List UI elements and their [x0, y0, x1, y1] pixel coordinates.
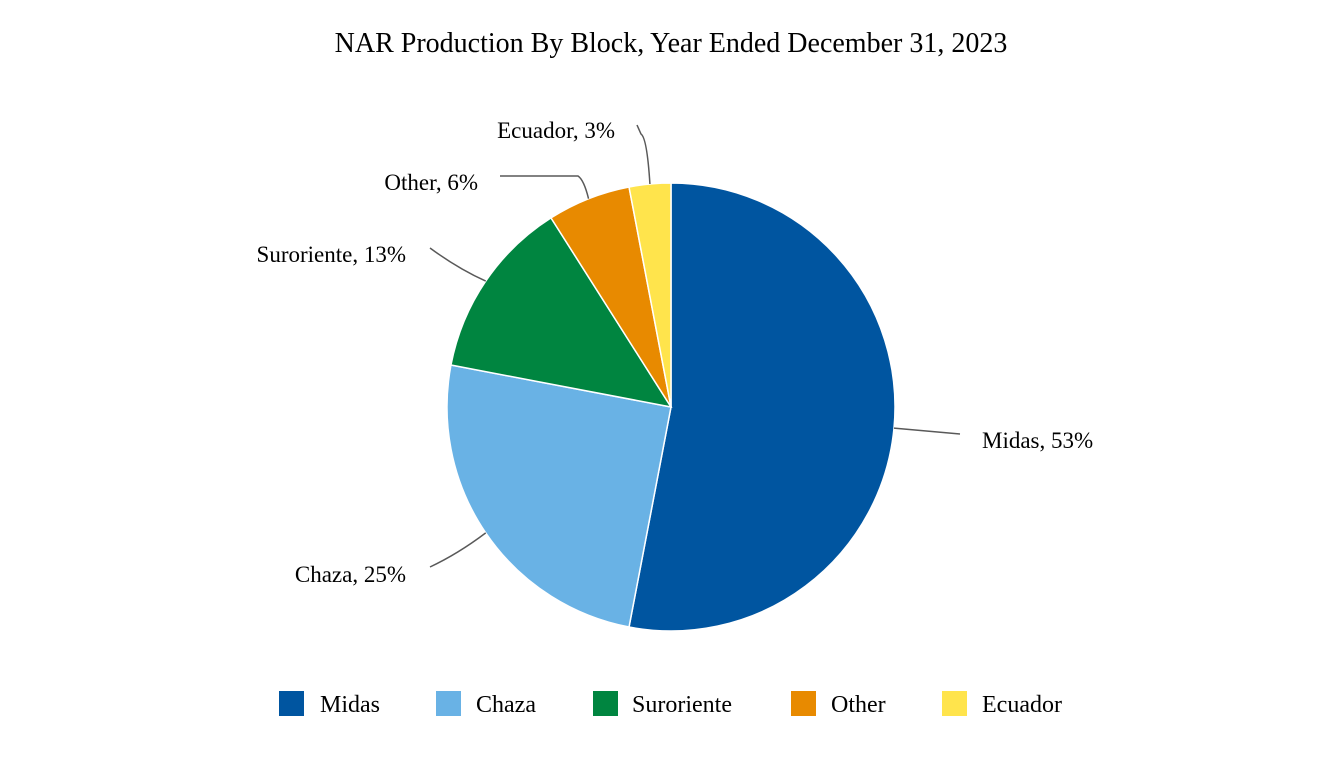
legend-label-midas: Midas — [320, 692, 380, 718]
legend-item-ecuador: Ecuador — [942, 691, 1062, 718]
pie-slice-chaza — [446, 364, 672, 628]
leader-line-chaza — [429, 532, 487, 568]
legend-label-suroriente: Suroriente — [632, 692, 732, 718]
legend-item-midas: Midas — [279, 691, 380, 718]
pie-slices — [446, 182, 896, 632]
data-label-other: Other, 6% — [384, 170, 478, 195]
legend-label-other: Other — [831, 692, 886, 718]
pie-slice-suroriente — [450, 216, 673, 409]
leader-line-suroriente — [429, 247, 487, 282]
data-label-chaza: Chaza, 25% — [295, 562, 406, 587]
data-label-suroriente: Suroriente, 13% — [257, 242, 406, 267]
legend-swatch-ecuador — [942, 691, 967, 716]
leader-lines — [429, 124, 961, 568]
legend-swatch-chaza — [436, 691, 461, 716]
leader-line-midas — [893, 427, 961, 435]
chart-title: NAR Production By Block, Year Ended Dece… — [335, 28, 1008, 59]
legend: Midas Chaza Suroriente Other Ecuador — [279, 691, 1062, 718]
pie-slice-ecuador — [628, 182, 672, 408]
legend-label-ecuador: Ecuador — [982, 692, 1062, 718]
legend-label-chaza: Chaza — [476, 692, 536, 718]
legend-item-other: Other — [791, 691, 886, 718]
legend-swatch-midas — [279, 691, 304, 716]
leader-line-ecuador — [636, 124, 651, 185]
legend-item-chaza: Chaza — [436, 691, 536, 718]
legend-item-suroriente: Suroriente — [593, 691, 732, 718]
data-label-midas: Midas, 53% — [982, 428, 1093, 453]
leader-line-other — [500, 175, 590, 199]
legend-swatch-other — [791, 691, 816, 716]
legend-swatch-suroriente — [593, 691, 618, 716]
data-label-ecuador: Ecuador, 3% — [497, 118, 615, 143]
data-labels: Midas, 53% Chaza, 25% Suroriente, 13% Other… — [257, 118, 1094, 587]
